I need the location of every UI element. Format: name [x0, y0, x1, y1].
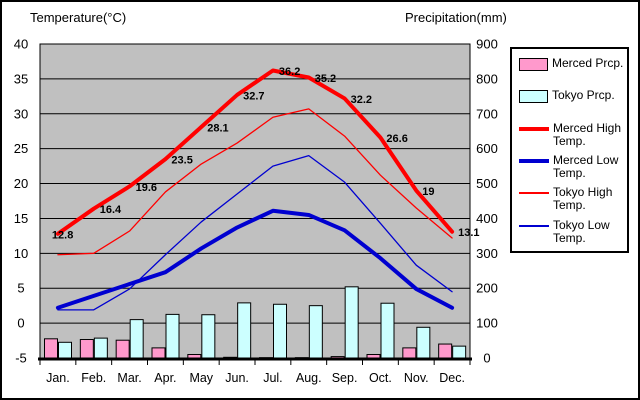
- month-label: Mar.: [117, 371, 141, 385]
- line-merced-high-temp: [55, 68, 455, 236]
- bar-merced-prcp-oct: [366, 354, 381, 359]
- line-tokyo-low-temp: [57, 154, 453, 311]
- legend-item-merced-prcp: Merced Prcp.: [519, 57, 625, 89]
- plot-background: [39, 43, 471, 359]
- legend-label: Merced Prcp.: [552, 56, 624, 70]
- bar-tokyo-prcp-aug: [308, 305, 323, 359]
- temp-tick-label: 35: [14, 71, 28, 86]
- legend-label: Tokyo High Temp.: [553, 185, 613, 213]
- legend-label: Merced High Temp.: [553, 120, 622, 148]
- month-label: Apr.: [154, 371, 176, 385]
- bar-tokyo-prcp-mar: [129, 319, 144, 359]
- precip-tick-label: 400: [476, 211, 498, 226]
- bar-tokyo-prcp-jan: [58, 341, 72, 359]
- bar-tokyo-prcp-jun: [237, 302, 252, 359]
- tokyo-high-line-swatch: [519, 192, 549, 195]
- temperature-axis-title: Temperature(°C): [30, 10, 127, 25]
- bar-merced-prcp-mar: [115, 339, 130, 359]
- line-tokyo-high-temp: [57, 108, 453, 256]
- merced-low-line-swatch: [519, 158, 549, 163]
- point-label-nov: 19: [422, 186, 434, 198]
- precip-tick-label: 0: [483, 351, 490, 366]
- month-label: Feb.: [81, 371, 106, 385]
- legend-item-merced-high-temp: Merced High Temp.: [519, 120, 625, 154]
- point-label-oct: 26.6: [386, 133, 407, 145]
- bar-tokyo-prcp-oct: [380, 302, 395, 359]
- legend-item-tokyo-prcp: Tokyo Prcp.: [519, 89, 625, 121]
- precip-tick-label: 300: [476, 246, 498, 261]
- precip-tick-label: 800: [476, 71, 498, 86]
- month-label: May: [189, 371, 213, 385]
- legend-label: Tokyo Prcp.: [552, 88, 615, 103]
- month-label: Jun.: [225, 371, 249, 385]
- bar-merced-prcp-nov: [402, 347, 417, 359]
- bar-tokyo-prcp-jul: [273, 303, 287, 359]
- month-label: Oct.: [369, 371, 392, 385]
- bar-tokyo-prcp-may: [201, 314, 216, 359]
- month-label: Jan.: [46, 371, 70, 385]
- bar-merced-prcp-feb: [79, 339, 94, 359]
- precipitation-axis-title: Precipitation(mm): [405, 10, 507, 25]
- bar-tokyo-prcp-feb: [93, 337, 108, 359]
- month-label: Dec.: [439, 371, 465, 385]
- bar-tokyo-prcp-dec: [452, 345, 467, 359]
- legend-label: Merced Low Temp.: [553, 152, 619, 180]
- point-label-sep: 32.2: [351, 94, 372, 106]
- temp-tick-label: 15: [14, 211, 28, 226]
- point-label-jul: 36.2: [279, 66, 300, 78]
- precip-tick-label: 200: [476, 281, 498, 296]
- precip-tick-label: 700: [476, 106, 498, 121]
- temp-tick-label: 10: [14, 246, 28, 261]
- bar-tokyo-prcp-apr: [165, 313, 180, 359]
- bar-merced-prcp-jan: [44, 338, 58, 359]
- precip-tick-label: 100: [476, 316, 498, 331]
- point-label-apr: 23.5: [171, 155, 192, 167]
- point-label-may: 28.1: [207, 123, 228, 135]
- temp-tick-label: -5: [15, 351, 27, 366]
- merced-precip-swatch: [519, 58, 548, 71]
- month-label: Aug.: [296, 371, 322, 385]
- temp-tick-label: 5: [17, 281, 24, 296]
- temp-tick-label: 0: [17, 316, 24, 331]
- temp-tick-label: 30: [14, 106, 28, 121]
- precip-tick-label: 500: [476, 176, 498, 191]
- temp-tick-label: 20: [14, 176, 28, 191]
- line-merced-low-temp: [55, 208, 455, 310]
- legend: Merced Prcp. Tokyo Prcp. Merced High Temp.…: [510, 47, 629, 253]
- month-label: Nov.: [404, 371, 429, 385]
- merced-high-line-swatch: [519, 126, 549, 131]
- legend-label: Tokyo Low Temp.: [553, 217, 610, 245]
- bar-merced-prcp-may: [187, 354, 202, 359]
- point-label-jan: 12.8: [52, 229, 73, 241]
- point-label-feb: 16.4: [100, 204, 122, 216]
- bar-tokyo-prcp-sep: [344, 286, 359, 359]
- point-label-jun: 32.7: [243, 90, 264, 102]
- tokyo-low-line-swatch: [519, 224, 549, 227]
- tokyo-precip-swatch: [519, 90, 548, 104]
- point-label-dec: 13.1: [458, 227, 479, 239]
- precip-tick-label: 900: [476, 37, 498, 52]
- bar-merced-prcp-dec: [438, 343, 453, 359]
- temp-tick-label: 25: [14, 141, 28, 156]
- precip-tick-label: 600: [476, 141, 498, 156]
- month-label: Jul.: [263, 371, 282, 385]
- point-label-mar: 19.6: [136, 182, 157, 194]
- legend-item-tokyo-high-temp: Tokyo High Temp.: [519, 186, 625, 218]
- temp-tick-label: 40: [14, 37, 28, 52]
- bar-tokyo-prcp-nov: [416, 326, 431, 359]
- legend-item-merced-low-temp: Merced Low Temp.: [519, 152, 625, 186]
- point-label-aug: 35.2: [315, 73, 336, 85]
- legend-item-tokyo-low-temp: Tokyo Low Temp.: [519, 217, 625, 251]
- month-label: Sep.: [332, 371, 358, 385]
- bar-merced-prcp-apr: [151, 347, 166, 359]
